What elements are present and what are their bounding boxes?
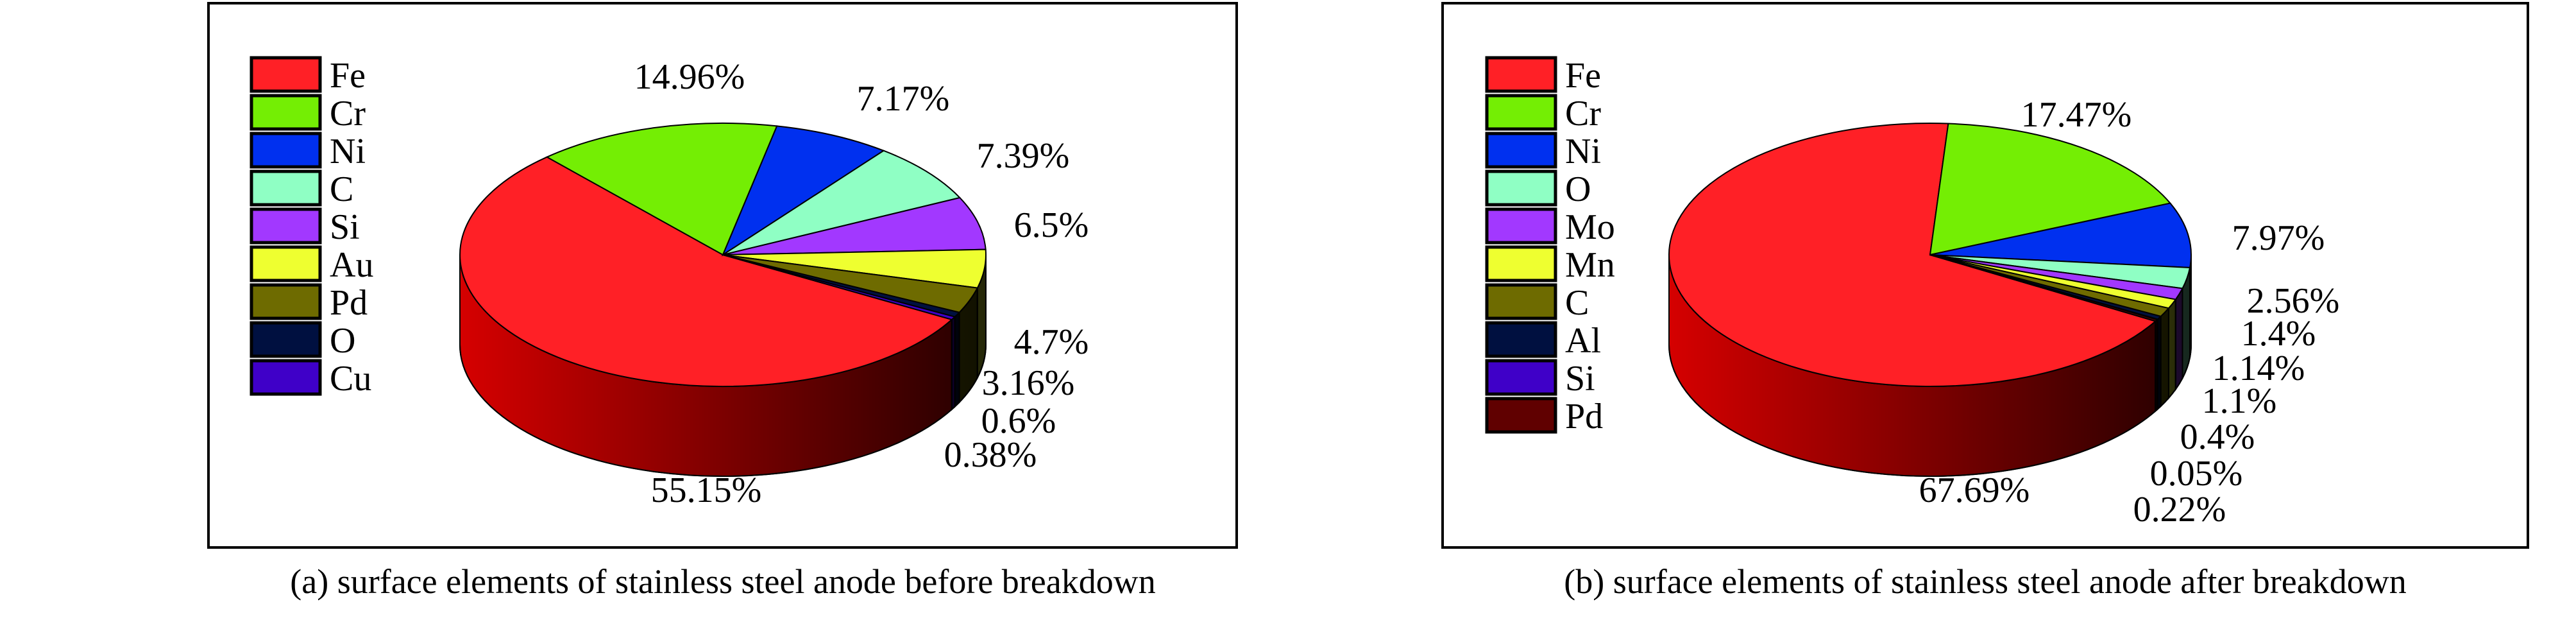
legend-swatch-ni: [1485, 132, 1557, 169]
data-label-fe: 67.69%: [1919, 470, 2030, 510]
data-label-ni: 7.97%: [2232, 218, 2325, 258]
pie-slice-fe: [459, 156, 953, 387]
pie-side-shade-mn: [2167, 297, 2176, 400]
legend-label-cr: Cr: [1565, 94, 1601, 133]
data-label-cr: 17.47%: [2021, 95, 2132, 135]
pie-slice-ni: [721, 125, 885, 257]
legend-label-si: Si: [330, 207, 360, 247]
pie-side-shade-o: [954, 311, 960, 408]
legend-swatch-al: [1485, 321, 1557, 358]
pie-slice-cu: [722, 254, 956, 321]
legend-swatch-mo: [1485, 207, 1557, 245]
pie-slice-pd: [1929, 254, 2159, 322]
data-label-cr: 14.96%: [634, 57, 745, 97]
legend-label-mo: Mo: [1565, 207, 1615, 247]
data-label-fe: 55.15%: [651, 470, 762, 510]
data-label-mo: 1.4%: [2241, 314, 2316, 354]
legend-swatch-si: [250, 207, 322, 245]
legend-swatch-cr: [250, 94, 322, 131]
data-label-pd: 3.16%: [982, 363, 1075, 403]
data-label-au: 4.7%: [1014, 322, 1089, 362]
pie-slice-ni: [1929, 202, 2192, 268]
data-label-cu: 0.38%: [944, 435, 1037, 475]
legend-swatch-si: [1485, 359, 1557, 396]
legend-swatch-fe: [250, 56, 322, 93]
chart-caption: (a) surface elements of stainless steel …: [290, 562, 1155, 601]
legend-swatch-au: [250, 245, 322, 282]
legend-swatch-fe: [1485, 56, 1557, 93]
pie-slice-cr: [545, 123, 778, 256]
legend-swatch-o: [250, 321, 322, 358]
data-label-al: 0.4%: [2180, 417, 2255, 457]
legend-swatch-mn: [1485, 245, 1557, 282]
legend-label-cr: Cr: [330, 94, 366, 133]
legend-swatch-ni: [250, 132, 322, 169]
pie-slice-cr: [1929, 123, 2172, 256]
data-label-o: 0.6%: [981, 401, 1056, 441]
legend-label-fe: Fe: [1565, 56, 1601, 96]
legend-label-cu: Cu: [330, 359, 371, 399]
data-label-ni: 7.17%: [857, 79, 950, 119]
chart-panel-b: 67.69%17.47%7.97%2.56%1.4%1.14%1.1%0.4%0…: [1441, 2, 2529, 601]
pie-tops: [1668, 123, 2192, 387]
data-label-c: 1.1%: [2202, 381, 2277, 421]
legend-label-al: Al: [1565, 321, 1601, 361]
legend-label-o: O: [1565, 169, 1591, 209]
data-label-pd: 0.22%: [2133, 490, 2226, 530]
pie-side-shade-ni: [2189, 254, 2192, 358]
pie-slice-si: [722, 196, 987, 255]
legend-swatch-o: [1485, 169, 1557, 207]
legend-label-si: Si: [1565, 359, 1595, 399]
legend-swatch-c: [250, 169, 322, 207]
chart-caption: (b) surface elements of stainless steel …: [1564, 562, 2406, 601]
legend-swatch-cu: [250, 359, 322, 396]
pie-side-shade-mo: [2174, 288, 2183, 392]
data-label-si: 0.05%: [2150, 454, 2243, 494]
legend-label-mn: Mn: [1565, 245, 1615, 285]
chart-panel-a: 55.15% 14.96% 7.17% 7.39% 6.5% 4.7%3.16%0.6%0…: [207, 2, 1238, 601]
legend-label-ni: Ni: [1565, 132, 1601, 171]
legend-label-pd: Pd: [1565, 397, 1603, 436]
data-label-c: 7.39%: [977, 136, 1070, 176]
data-label-si: 6.5%: [1014, 205, 1089, 245]
legend-swatch-cr: [1485, 94, 1557, 131]
legend-label-o: O: [330, 321, 355, 361]
legend-label-ni: Ni: [330, 132, 366, 171]
legend-label-au: Au: [330, 245, 373, 285]
legend-swatch-pd: [1485, 397, 1557, 434]
pie-side-shade-c: [2160, 306, 2169, 408]
data-label-o: 2.56%: [2247, 281, 2340, 321]
pie-tops: [459, 123, 987, 387]
data-label-mn: 1.14%: [2212, 349, 2305, 388]
pie-slice-fe: [1668, 123, 2157, 387]
legend-label-c: C: [1565, 283, 1589, 323]
legend-label-fe: Fe: [330, 56, 366, 96]
legend-label-pd: Pd: [330, 283, 368, 323]
legend-swatch-c: [1485, 283, 1557, 320]
pie-sides: [1668, 254, 2192, 477]
legend-label-c: C: [330, 169, 353, 209]
legend-swatch-pd: [250, 283, 322, 320]
pie-slice-c: [722, 150, 962, 255]
